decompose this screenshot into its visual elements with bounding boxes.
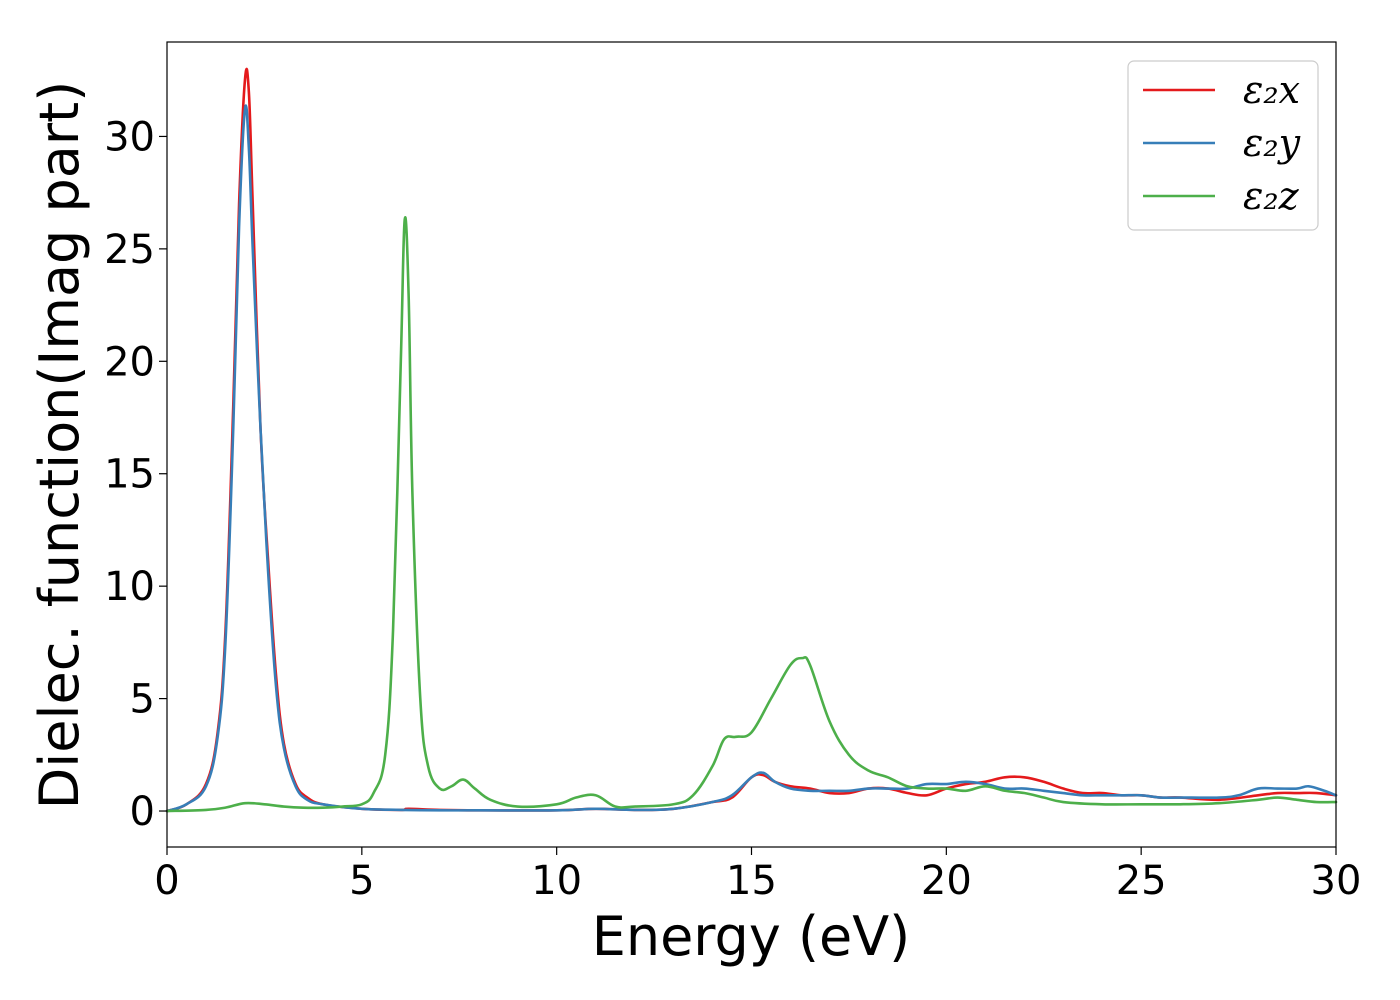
y-tick-label: 10 xyxy=(104,564,155,610)
series-line-3 xyxy=(165,216,1338,813)
y-axis-title: Dielec. function(Imag part) xyxy=(28,81,91,810)
y-tick-label: 20 xyxy=(104,339,155,385)
series-line-2 xyxy=(165,104,1338,813)
legend: ε₂x ε₂y ε₂z xyxy=(1127,60,1319,231)
y-tick-label: 5 xyxy=(130,677,155,723)
x-tick-label: 5 xyxy=(349,858,374,904)
y-tick-label: 15 xyxy=(104,452,155,498)
legend-label-1: ε₂x xyxy=(1243,68,1300,112)
legend-label-2: ε₂y xyxy=(1243,121,1301,165)
x-tick-label: 20 xyxy=(921,858,972,904)
legend-label-3: ε₂z xyxy=(1243,174,1300,218)
x-tick-label: 15 xyxy=(726,858,777,904)
x-axis-title: Energy (eV) xyxy=(592,905,911,968)
x-tick-label: 25 xyxy=(1116,858,1167,904)
x-tick-label: 0 xyxy=(154,858,179,904)
series-layer xyxy=(165,67,1338,813)
legend-box xyxy=(1127,60,1319,231)
y-tick-label: 25 xyxy=(104,227,155,273)
x-axis: 0 5 10 15 20 25 30 xyxy=(154,847,1361,904)
y-tick-label: 0 xyxy=(130,789,155,835)
x-tick-label: 30 xyxy=(1311,858,1362,904)
y-axis: 0 5 10 15 20 25 30 xyxy=(104,114,167,835)
x-tick-label: 10 xyxy=(531,858,582,904)
y-tick-label: 30 xyxy=(104,114,155,160)
